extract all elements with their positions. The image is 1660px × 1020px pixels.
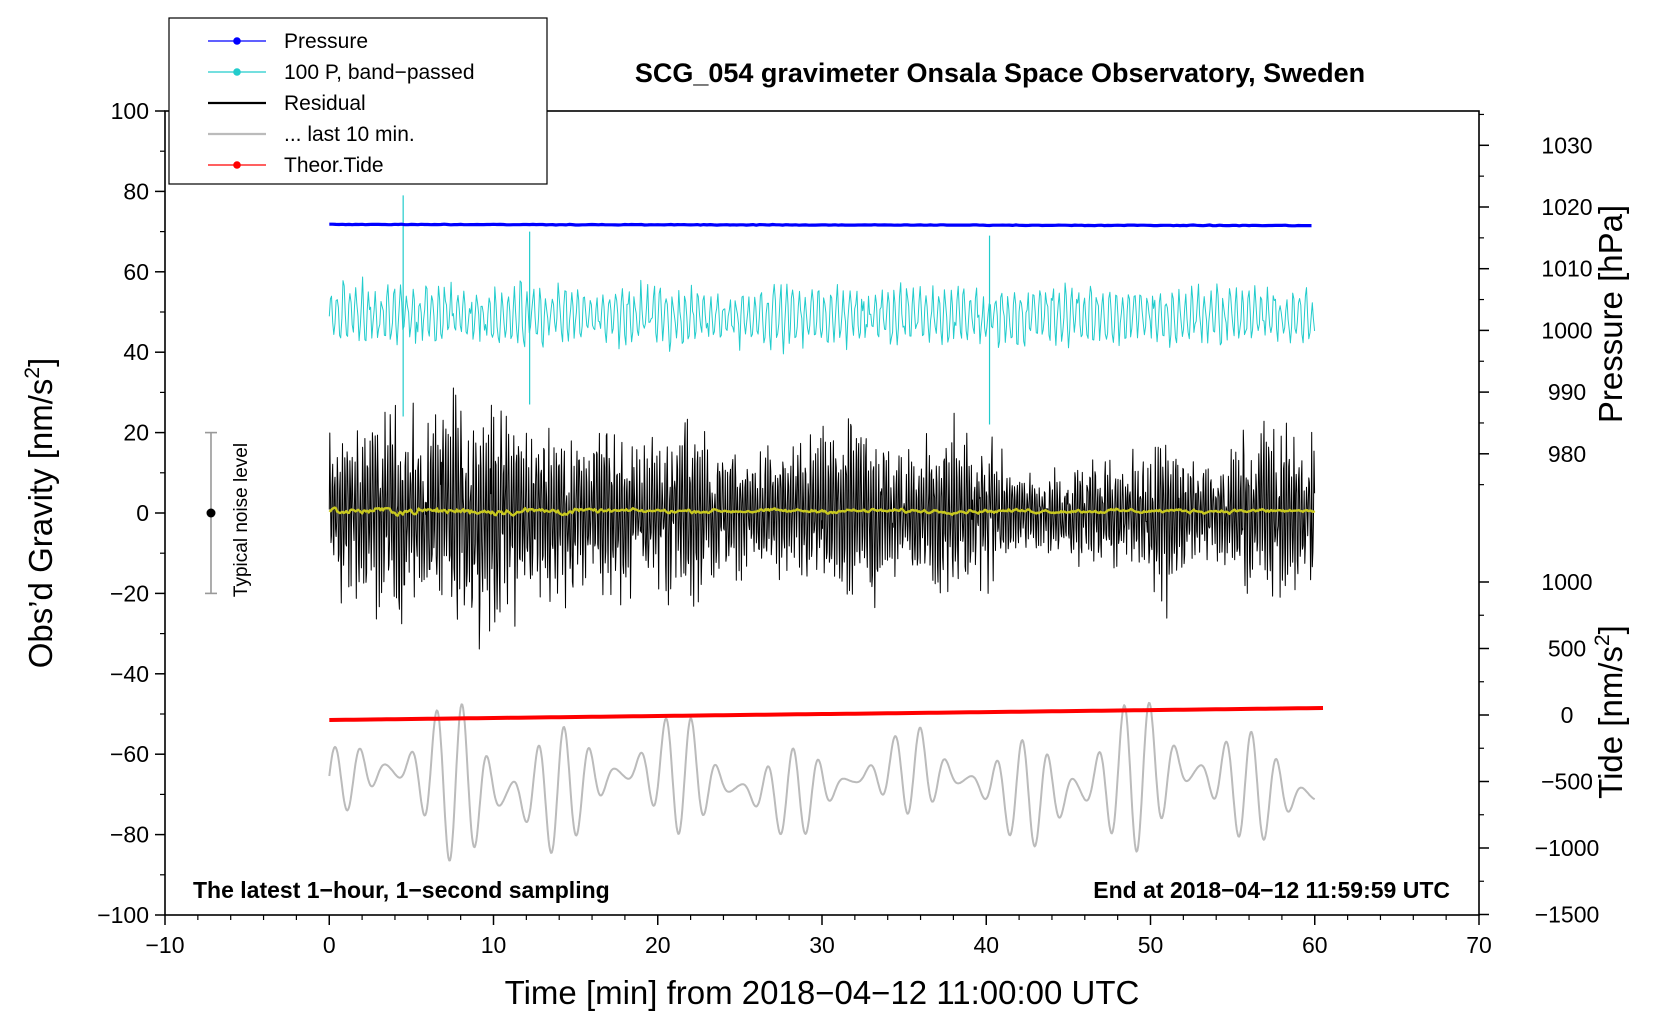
legend-label: Theor.Tide [284,154,384,177]
tide-tick-label: −1500 [1535,902,1600,928]
y-axis-label-tide: Tide [nm/s2] [1591,625,1629,799]
x-tick-label: 10 [481,932,507,958]
pressure-tick-label: 1030 [1541,132,1592,158]
y-tick-label: 20 [123,420,149,446]
x-tick-label: 0 [323,932,336,958]
y-tick-label: 100 [111,98,149,124]
y-tick-label: 80 [123,178,149,204]
y-tick-label: −20 [110,580,149,606]
noise-level-bar [204,431,217,595]
legend-label: Pressure [284,30,368,53]
series-layer [328,195,1324,862]
legend: Pressure 100 P, band−passed Residual ... la… [168,17,548,185]
tide-tick-label: 0 [1561,702,1574,728]
legend-box [168,17,548,185]
x-tick-label: 70 [1466,932,1492,958]
tide-tick-label: 1000 [1541,569,1592,595]
x-tick-label: 20 [645,932,671,958]
y-axis-label-tide-sup: 2 [1591,634,1614,646]
x-tick-label: 40 [973,932,999,958]
pressure-tick-label: 980 [1548,441,1586,467]
tide-tick-label: −1000 [1535,835,1600,861]
x-axis-label: Time [min] from 2018−04−12 11:00:00 UTC [505,974,1140,1011]
y-tick-label: −100 [97,902,149,928]
noise-bar-center-dot [206,508,216,518]
annotation-end-time: End at 2018−04−12 11:59:59 UTC [1093,877,1450,903]
y-tick-label: 40 [123,339,149,365]
y-axis-tide: 1000 500 0 −500 −1000 −1500 [1479,569,1599,928]
y-axis-label-left-main: Obs’d Gravity [nm/s [22,379,59,669]
legend-label: Residual [284,92,366,115]
legend-marker [233,68,241,76]
y-tick-label: −80 [110,822,149,848]
x-tick-label: 30 [809,932,835,958]
legend-marker [233,37,241,45]
last-10-min-line [328,701,1316,862]
tide-tick-label: −500 [1541,769,1593,795]
pressure-line [329,222,1312,228]
x-tick-label: 60 [1302,932,1328,958]
y-tick-label: −60 [110,741,149,767]
y-axis-label-pressure: Pressure [hPa] [1592,205,1629,423]
pressure-tick-label: 1020 [1541,194,1592,220]
pressure-tick-label: 1010 [1541,256,1592,282]
y-tick-label: 0 [136,500,149,526]
x-axis: −10 0 10 20 30 40 50 60 70 [145,915,1492,958]
legend-marker [233,161,241,169]
annotation-sampling: The latest 1−hour, 1−second sampling [193,877,610,903]
noise-level-label: Typical noise level [231,443,252,597]
y-axis-left: 100 80 60 40 20 0 −20 −40 −60 −80 −100 [97,98,165,928]
x-tick-label: −10 [145,932,184,958]
chart-title: SCG_054 gravimeter Onsala Space Observat… [635,58,1365,88]
pressure-tick-label: 1000 [1541,317,1592,343]
residual-line [328,387,1316,650]
bandpassed-pressure-line [328,276,1316,355]
legend-label: 100 P, band−passed [284,61,475,84]
y-axis-label-left-sup: 2 [21,367,44,379]
y-axis-label-tide-end: ] [1592,625,1629,634]
smoothed-residual-line [328,506,1316,517]
pressure-tick-label: 990 [1548,379,1586,405]
y-tick-label: 60 [123,259,149,285]
theoretical-tide-line [329,706,1324,722]
x-tick-label: 50 [1138,932,1164,958]
y-axis-label-left-end: ] [22,358,59,367]
y-axis-label-tide-main: Tide [nm/s [1592,646,1629,799]
legend-label: ... last 10 min. [284,123,415,146]
y-axis-label-left: Obs’d Gravity [nm/s2] [21,358,59,669]
tide-tick-label: 500 [1548,636,1586,662]
y-tick-label: −40 [110,661,149,687]
y-axis-pressure: 1030 1020 1010 1000 990 980 [1479,113,1593,486]
